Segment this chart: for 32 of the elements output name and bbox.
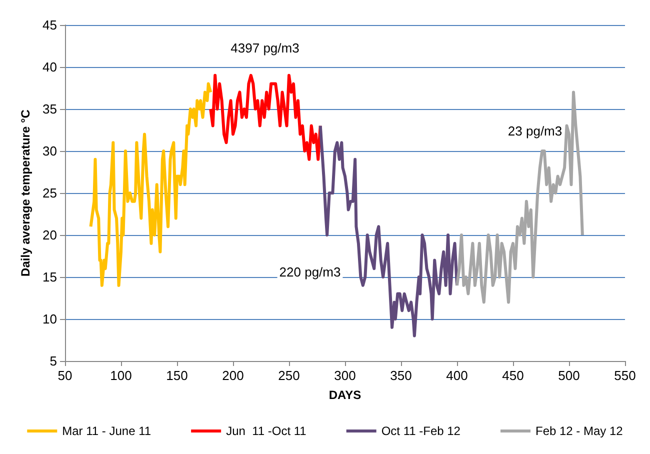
- legend-label: Jun 11 -Oct 11: [226, 424, 307, 438]
- x-tick-label: 550: [614, 368, 636, 383]
- y-tick-label: 40: [42, 60, 57, 74]
- x-tick-label: 100: [110, 368, 132, 383]
- y-tick-label: 45: [42, 18, 57, 32]
- annotation: 4397 pg/m3: [230, 40, 300, 56]
- annotation: 220 pg/m3: [279, 264, 341, 280]
- y-tick-label: 30: [42, 144, 57, 158]
- y-axis-title: Daily average temperature °C: [18, 109, 33, 276]
- x-tick-label: 450: [502, 368, 524, 383]
- x-tick-label: 150: [166, 368, 188, 383]
- annotation: 23 pg/m3: [508, 124, 562, 138]
- x-tick-label: 200: [222, 368, 244, 383]
- x-tick-label: 500: [558, 368, 580, 383]
- x-tick-label: 400: [446, 368, 468, 383]
- legend-label: Oct 11 -Feb 12: [381, 424, 461, 438]
- y-tick-label: 10: [42, 312, 57, 326]
- y-tick-label: 15: [42, 270, 57, 284]
- y-tick-label: 25: [42, 186, 57, 200]
- y-tick-label: 20: [42, 228, 57, 242]
- x-axis-title: DAYS: [328, 388, 362, 402]
- line-series: [456, 90, 584, 304]
- y-tick-label: 5: [50, 354, 57, 368]
- line-series: [89, 82, 212, 287]
- x-tick-label: 50: [58, 368, 72, 383]
- y-tick-label: 35: [42, 102, 57, 116]
- legend-label: Mar 11 - June 11: [62, 424, 152, 438]
- x-tick-label: 300: [334, 368, 356, 383]
- line-series: [209, 74, 322, 161]
- legend-label: Feb 12 - May 12: [535, 424, 624, 438]
- x-tick-label: 350: [390, 368, 412, 383]
- x-tick-label: 250: [278, 368, 300, 383]
